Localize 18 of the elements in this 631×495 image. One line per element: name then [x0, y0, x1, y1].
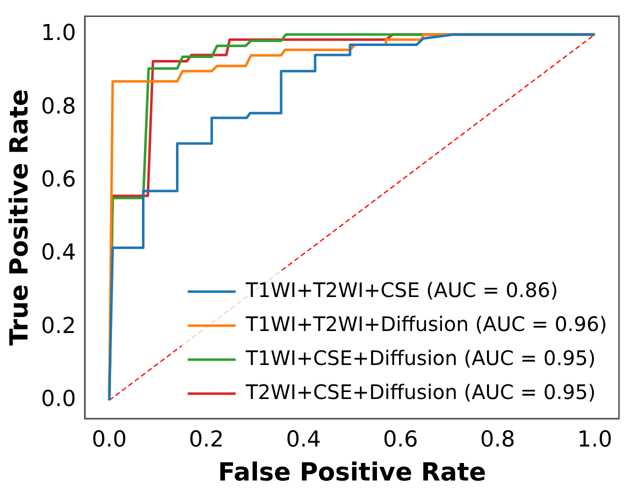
x-tick-label: 0.0: [92, 428, 127, 453]
y-tick-label: 0.4: [40, 240, 76, 266]
y-tick-label: 0.2: [40, 314, 76, 339]
y-tick-label: 0.0: [40, 387, 76, 412]
x-tick-label: 1.0: [577, 428, 612, 453]
x-tick-label: 0.2: [188, 428, 224, 453]
legend-label: T1WI+T2WI+CSE (AUC = 0.86): [244, 278, 558, 302]
y-axis-title: True Positive Rate: [4, 89, 34, 346]
x-tick-label: 0.4: [286, 428, 321, 453]
x-axis-title: False Positive Rate: [218, 458, 486, 486]
y-tick-label: 1.0: [40, 21, 76, 46]
legend-label: T2WI+CSE+Diffusion (AUC = 0.95): [244, 380, 596, 404]
y-tick-label: 0.8: [40, 94, 76, 120]
legend-label: T1WI+T2WI+Diffusion (AUC = 0.96): [244, 312, 608, 336]
y-tick-label: 0.6: [40, 168, 76, 193]
legend-label: T1WI+CSE+Diffusion (AUC = 0.95): [244, 346, 596, 370]
x-tick-label: 0.8: [480, 428, 516, 453]
x-tick-label: 0.6: [383, 428, 418, 453]
